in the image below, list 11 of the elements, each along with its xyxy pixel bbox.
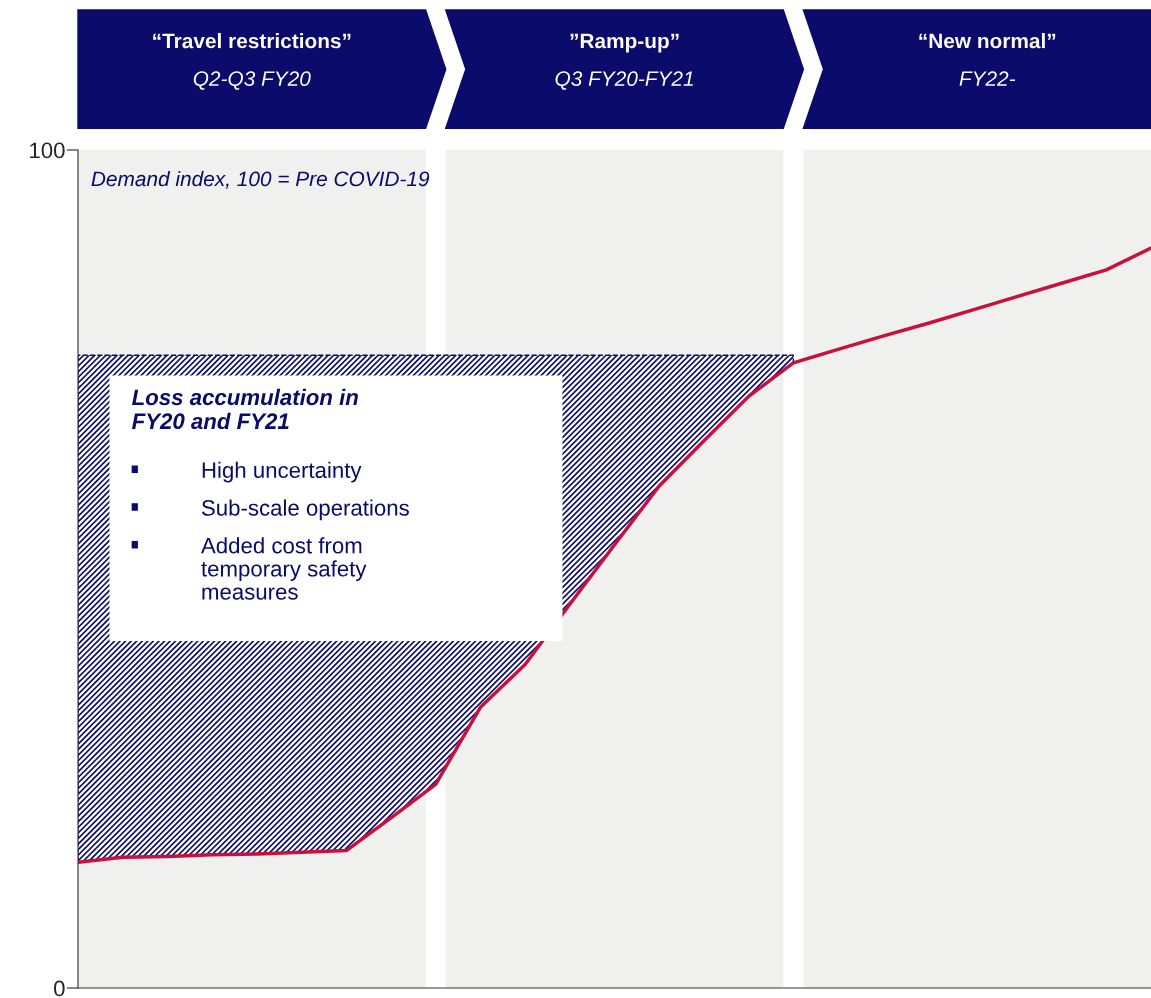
y-tick-label: 100 [30,142,65,159]
annotation: Sub-scale operations [201,499,409,521]
line-series [78,246,1151,865]
text: “Travel restrictions” Q2-Q3 FY20 [153,33,351,90]
annotation: Added cost from temporary safety measures [200,537,367,600]
annotation: High uncertainty [202,461,362,483]
text: “New normal” FY22- [919,33,1056,86]
text: Demand index, 100 = Pre COVID-19 [91,170,430,189]
annotation: Loss accumulation in FY20 and FY21 [132,388,358,430]
y-tick-label: 0 [54,980,65,997]
text: ”Ramp-up” Q3 FY20-FY21 [555,33,693,90]
